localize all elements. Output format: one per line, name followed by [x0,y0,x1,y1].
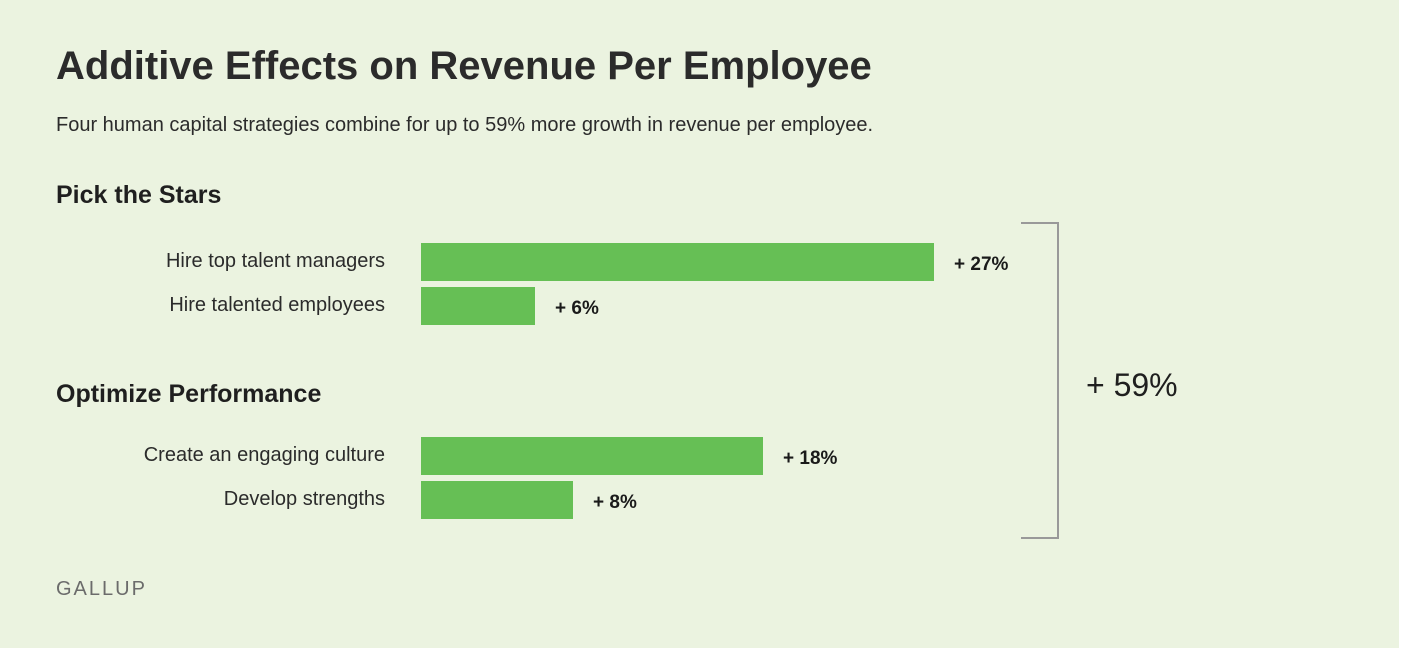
gallup-logo-text: GALLUP [56,578,147,600]
value-label-develop-strengths: + 8% [593,492,637,513]
bar-create-an-engaging-culture [421,437,763,475]
group-heading-pick-the-stars: Pick the Stars [56,181,222,209]
value-label-create-an-engaging-culture: + 18% [783,448,838,469]
value-label-hire-top-talent-managers: + 27% [954,254,1009,275]
bar-develop-strengths [421,481,573,519]
group-heading-optimize-performance: Optimize Performance [56,380,322,408]
value-label-hire-talented-employees: + 6% [555,298,599,319]
bar-hire-top-talent-managers [421,243,934,281]
chart-title: Additive Effects on Revenue Per Employee [56,44,872,88]
category-label-develop-strengths: Develop strengths [224,488,385,510]
category-label-hire-top-talent-managers: Hire top talent managers [166,250,385,272]
category-label-hire-talented-employees: Hire talented employees [169,294,385,316]
total-bracket [1021,222,1059,539]
bar-hire-talented-employees [421,287,535,325]
total-value-label: + 59% [1086,367,1178,403]
category-label-create-an-engaging-culture: Create an engaging culture [144,444,385,466]
chart-subtitle: Four human capital strategies combine fo… [56,114,874,136]
